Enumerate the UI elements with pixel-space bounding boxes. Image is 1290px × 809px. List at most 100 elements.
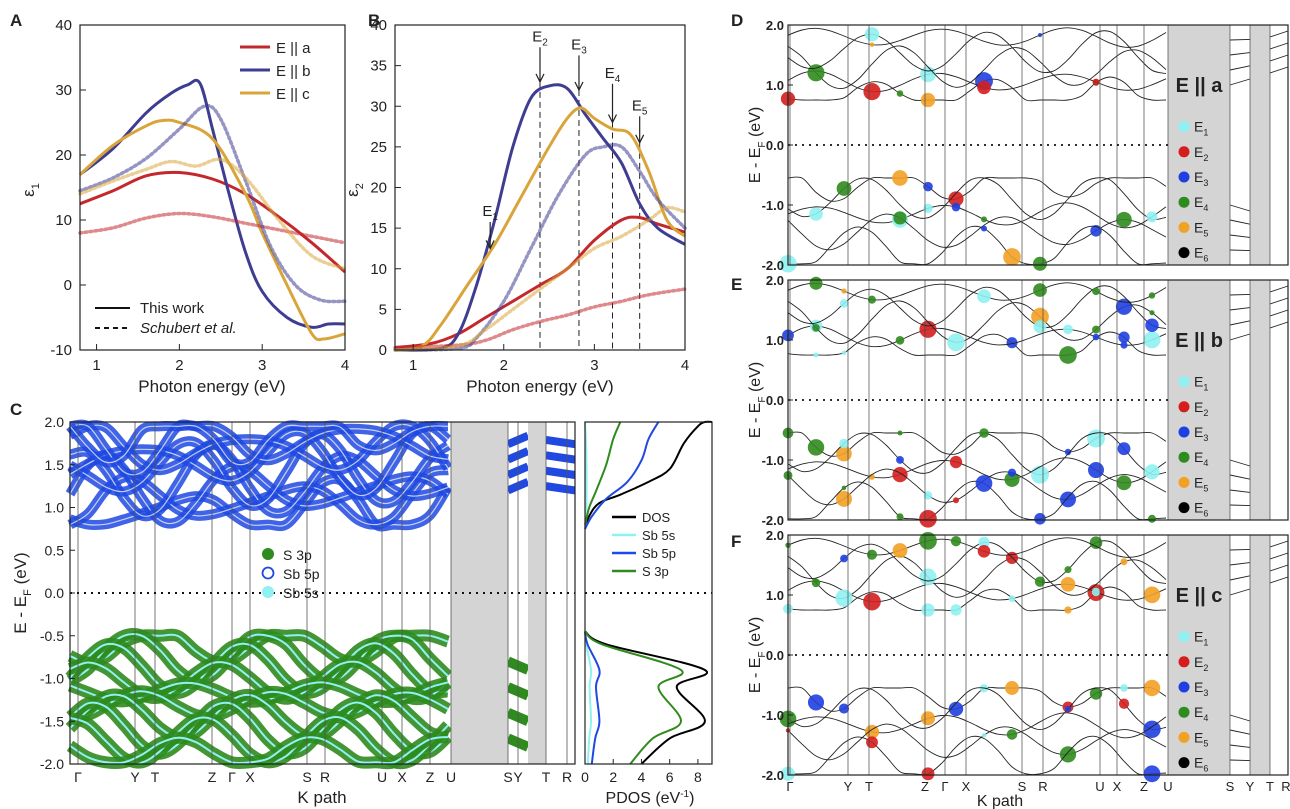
panel-f-legend-marker-1 [1178,656,1190,668]
panel-c-pdos-xlabel: PDOS (eV-1) [606,789,695,807]
panel-e-weight-dot-0-16 [1006,337,1018,349]
pdos-legend-label-sb5p: Sb 5p [642,546,676,561]
panel-d-seg-a-3 [1229,38,1251,41]
panel-d-weight-dot-8-8 [893,211,907,225]
panel-e-ytick-label-3: 1.0 [766,333,784,348]
panel-a-curve-2 [79,118,346,342]
panel-e-gray-band-0 [1168,280,1230,520]
panel-f-kpoint-label-7: R [1038,779,1047,794]
panel-e-ylabel: E - EF (eV) [747,362,768,438]
panel-b-marker-label-1: E2 [532,28,548,48]
legend-label-eb: E || b [276,63,310,80]
panel-c-kpoint-label-14: T [542,769,551,785]
panel-f-legend-marker-3 [1178,706,1190,718]
panel-d-weight-dot-5-10 [923,181,933,192]
panel-c-cond-right-b-0 [545,482,576,495]
panel-b-ytick-label-8: 40 [370,17,387,34]
panel-b-xtick-label-1: 2 [500,357,508,374]
panel-f-seg-a-1 [1229,575,1251,581]
panel-d-weight-dot-9-16 [1003,248,1021,266]
panel-e-weight-dot-6-24 [1117,442,1131,456]
panel-f-kpoint-label-2: T [865,779,873,794]
panel-f-seg-a-3 [1229,548,1251,551]
panel-b-marker-arrowhead-0 [485,240,495,250]
panel-d-band-9 [787,225,1167,266]
panel-c-legend: S 3p Sb 5p Sb 5s [261,547,320,601]
panel-f-weight-dot-1-26 [1143,586,1161,604]
panel-a-ytick-label-2: 10 [55,212,72,229]
panel-b-curve-2 [394,106,687,352]
panel-f-weight-dot-3-22 [1089,536,1103,550]
panel-e-seg-b-2 [1269,297,1289,305]
panel-e-weight-dot-1-24 [1120,341,1128,349]
panel-e-weight-dot-9-4 [841,485,847,491]
panel-d-weight-dot-1-22 [1092,78,1100,86]
panel-e-weight-dot-4-2 [809,276,823,290]
panel-b-marker-arrowhead-3 [607,114,618,124]
panel-b-ytick-label-1: 5 [379,301,387,318]
panel-c-ytick-label-6: 1.0 [45,500,65,516]
panel-f-seg-c-1 [1229,729,1251,735]
panel-e-seg-a-1 [1229,320,1251,326]
panel-b-xlabel: Photon energy (eV) [466,377,613,396]
panel-a-curve-1 [79,78,346,329]
panel-f-gray-band-0 [1168,535,1230,775]
panel-c-xlabel: K path [297,788,346,807]
panel-d-band-4 [787,27,1167,48]
legend-label-ea: E || a [276,40,311,57]
panel-c-kpoint-label-8: U [377,769,387,785]
pdos-xtick-label-0: 0 [581,769,589,785]
panel-d-seg-b-3 [1269,30,1289,38]
legend-marker-s3p [262,548,274,560]
panel-b-curve-1 [394,83,686,352]
panel-e-seg-c-0 [1229,459,1251,467]
panel-c-kpoint-label-3: Z [208,769,217,785]
panel-a-frame [79,24,346,351]
panel-f-weight-dot-5-24 [1120,684,1128,692]
panel-e-weight-dot-7-26 [1144,464,1160,480]
panel-b-marker-label-2: E3 [571,36,587,56]
panel-d-legend-marker-0 [1178,121,1190,133]
panel-e-gray-band-1 [1250,280,1270,520]
panel-f-seg-b-0 [1269,576,1289,584]
panel-e-weight-dot-9-14 [975,475,993,492]
panel-f-weight-dot-0-10 [921,603,935,617]
panel-d-seg-a-2 [1229,52,1251,56]
panel-d-weight-dot-7-10 [923,203,933,213]
panel-f-gray-band-1 [1250,535,1270,775]
panel-e-weight-dot-0-24 [1118,331,1130,343]
panel-a-xtick-label-0: 1 [92,357,100,374]
panel-c-ytick-label-2: -1.0 [40,671,64,687]
panel-f-weight-dot-3-20 [1064,566,1072,574]
panel-e-ytick-label-0: -2.0 [762,513,784,528]
pdos-xtick-label-3: 6 [666,769,674,785]
panel-c-ytick-label-0: -2.0 [40,756,64,772]
panel-e-weight-dot-8-10 [923,491,933,500]
panel-c-kpoint-label-9: X [397,769,407,785]
panel-b-marker-arrowhead-1 [535,73,545,84]
panel-e-weight-dot-1-22 [1092,333,1100,341]
panel-a-ytick-label-3: 20 [55,147,72,164]
panel-b-marker-arrowhead-2 [574,81,584,92]
panel-e-weight-dot-7-22 [1087,462,1105,479]
panel-c-kpoint-label-13: Y [513,769,523,785]
panel-e-seg-c-3 [1229,504,1251,507]
panel-f-band-3 [787,540,1167,584]
panel-f-kpoint-label-11: U [1163,779,1172,794]
panel-f-weight-dot-0-20 [1064,606,1072,614]
panel-e-weight-dot-1-26 [1143,331,1161,349]
panel-c-ytick-label-7: 1.5 [45,457,65,473]
panel-d-weight-dot-8-24 [1116,211,1132,228]
panel-e-seg-b-0 [1269,321,1289,329]
panel-e-weight-dot-8-12 [953,497,959,504]
panel-f-seg-c-2 [1229,744,1251,748]
panel-b-ylabel: ε2 [343,183,366,197]
panel-c-ylabel: E - EF (eV) [11,552,34,633]
panel-letter-b: B [368,11,380,30]
panel-e-weight-dot-1-10 [919,320,937,338]
legend-label-sb5p: Sb 5p [283,566,320,582]
panel-b-ytick-label-6: 30 [370,98,387,115]
panel-f-kpoint-label-9: X [1113,779,1122,794]
panel-f-weight-dot-7-16 [1006,729,1018,740]
panel-d-weight-dot-6-4 [836,181,852,196]
